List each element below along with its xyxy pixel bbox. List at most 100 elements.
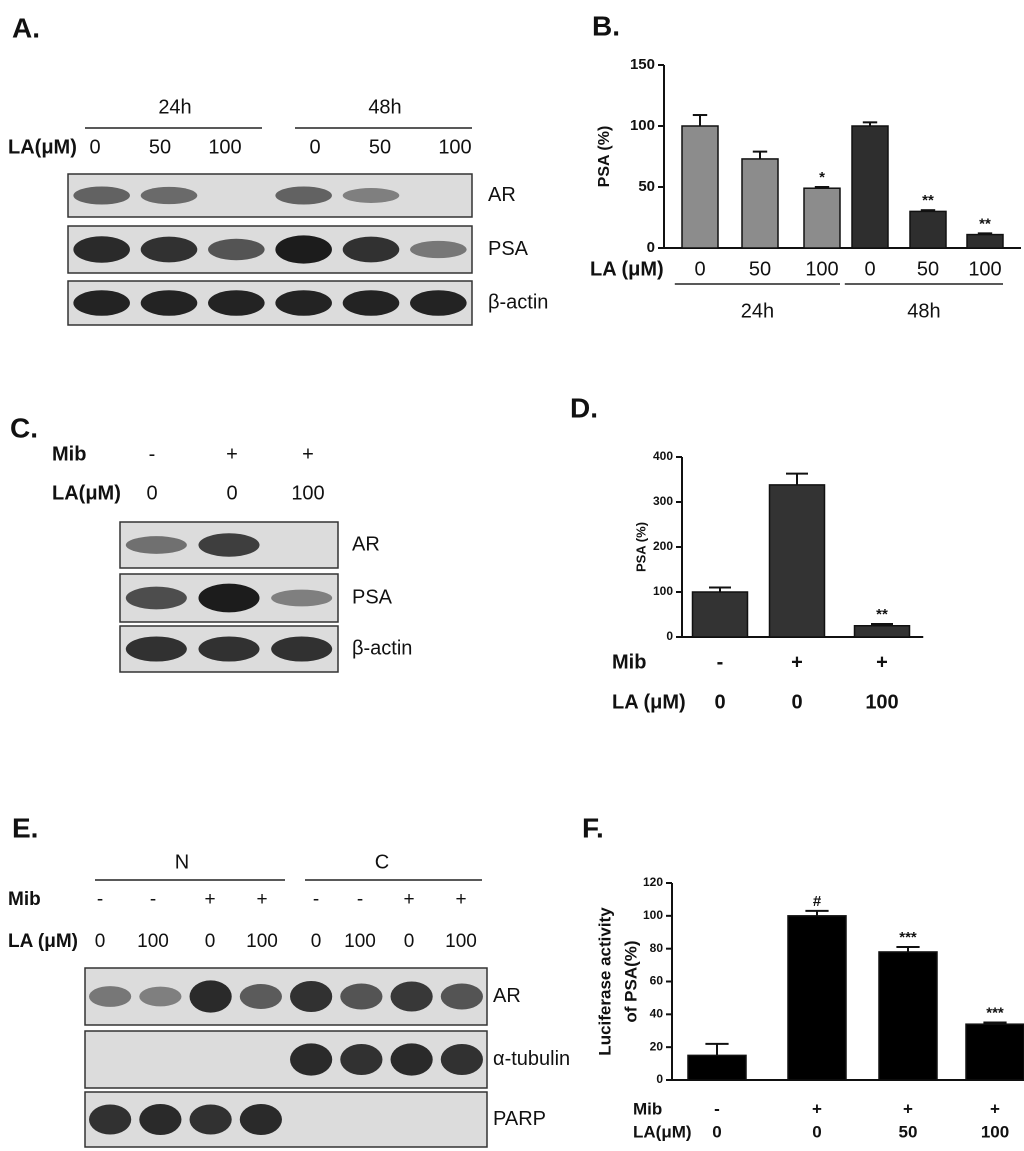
band: [290, 1043, 333, 1076]
band: [275, 186, 332, 205]
blot-label: PSA: [352, 586, 393, 608]
x-tick-label: 0: [812, 1122, 821, 1141]
band: [271, 589, 333, 607]
x-tick-label: 0: [714, 691, 725, 713]
band: [139, 1103, 182, 1136]
band: [189, 980, 232, 1013]
band: [125, 586, 187, 610]
band: [239, 984, 282, 1009]
panel-label: D.: [570, 392, 598, 423]
group-label: 48h: [368, 96, 401, 118]
row-label: LA (μM): [8, 931, 78, 952]
blot: [67, 225, 473, 274]
group-label: 48h: [907, 300, 940, 322]
group-label: C: [375, 851, 389, 873]
band: [189, 1104, 232, 1135]
lane-label: 0: [205, 931, 216, 952]
x-tick-label: +: [876, 651, 888, 673]
bar: [803, 187, 841, 249]
band: [125, 536, 187, 554]
blot-label: AR: [352, 533, 380, 555]
lane-label: +: [302, 443, 314, 465]
band: [139, 986, 182, 1007]
lane-label: +: [403, 889, 414, 910]
y-axis-label: of PSA(%): [621, 940, 640, 1022]
group-label: N: [175, 851, 189, 873]
blot-label: PSA: [488, 238, 529, 260]
row-label: Mib: [612, 651, 646, 673]
band: [208, 290, 265, 316]
lane-label: 100: [246, 931, 278, 952]
x-axis-label: LA (μM): [590, 258, 664, 280]
x-tick-label: 0: [694, 258, 705, 280]
blot: [67, 280, 473, 326]
panel-label: F.: [582, 812, 604, 843]
lane-label: +: [256, 889, 267, 910]
lane-label: 0: [226, 482, 237, 504]
bar: [878, 951, 938, 1081]
row-label: LA(μM): [633, 1122, 692, 1141]
x-tick-label: 50: [917, 258, 939, 280]
group-label: 24h: [741, 300, 774, 322]
x-tick-label: 100: [865, 691, 898, 713]
lane-label: -: [150, 889, 156, 910]
row-label: LA (μM): [612, 691, 686, 713]
lane-label: 100: [438, 136, 471, 158]
y-tick-label: 80: [650, 941, 664, 955]
lane-label: 0: [309, 136, 320, 158]
x-tick-label: 50: [899, 1122, 918, 1141]
lane-label: 0: [311, 931, 322, 952]
bar: [681, 125, 719, 249]
lane-label: 100: [445, 931, 477, 952]
band: [275, 290, 332, 316]
bar: [966, 233, 1004, 249]
bar: [965, 1023, 1024, 1081]
blot-label: β-actin: [488, 291, 548, 313]
band: [342, 290, 400, 316]
x-tick-label: +: [812, 1099, 822, 1118]
lane-label: 0: [89, 136, 100, 158]
lane-label: -: [313, 889, 319, 910]
panel-label: A.: [12, 12, 40, 43]
lane-label: 100: [291, 482, 324, 504]
x-tick-label: 0: [864, 258, 875, 280]
band: [290, 980, 333, 1013]
blot-label: α-tubulin: [493, 1048, 570, 1070]
x-tick-label: +: [990, 1099, 1000, 1118]
bar: [768, 484, 826, 638]
band: [342, 188, 400, 203]
lane-label: -: [149, 443, 156, 465]
x-tick-label: 100: [968, 258, 1001, 280]
panel-label: B.: [592, 10, 620, 41]
lane-label: +: [226, 443, 238, 465]
bar: [851, 125, 889, 249]
y-tick-label: 300: [653, 494, 673, 508]
x-tick-label: 100: [805, 258, 838, 280]
row-label: LA(μM): [52, 482, 121, 504]
bar: [787, 915, 847, 1081]
band: [73, 290, 130, 316]
y-tick-label: 60: [650, 974, 664, 988]
lane-label: -: [97, 889, 103, 910]
band: [125, 636, 187, 662]
lane-label: 50: [369, 136, 391, 158]
x-tick-label: 100: [981, 1122, 1009, 1141]
band: [198, 636, 260, 662]
band: [271, 636, 333, 662]
annotation: **: [979, 215, 991, 232]
band: [198, 533, 260, 557]
band: [140, 186, 198, 205]
annotation: ***: [986, 1005, 1004, 1022]
band: [342, 236, 400, 263]
x-tick-label: +: [791, 651, 803, 673]
band: [89, 1104, 132, 1135]
x-tick-label: 0: [712, 1122, 721, 1141]
band: [340, 1043, 383, 1076]
band: [390, 981, 433, 1012]
band: [239, 1103, 282, 1136]
y-axis-label: Luciferase activity: [595, 907, 614, 1056]
y-axis-label: PSA (%): [633, 522, 648, 572]
x-tick-label: 50: [749, 258, 771, 280]
blot-label: AR: [488, 184, 516, 206]
